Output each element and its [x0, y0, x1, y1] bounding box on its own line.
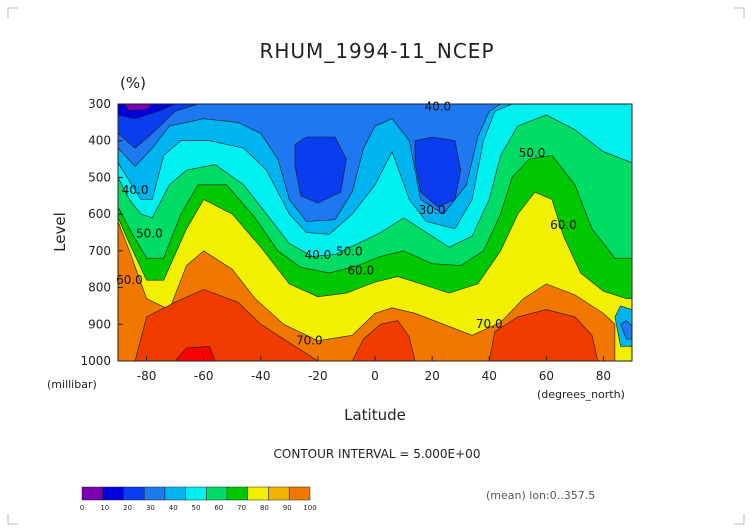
contour-labels: 40.0 50.0 40.0 30.0 60.0 50.0 40.0 50.0 60.0 60.0… — [116, 100, 577, 348]
x-tick-label: -80 — [137, 369, 157, 383]
x-tick-label: 20 — [424, 369, 439, 383]
colorbar-swatch — [102, 486, 124, 501]
colorbar-tick-label: 100 — [303, 504, 316, 512]
colorbar-tick-label: 0 — [80, 504, 84, 512]
colorbar-tick-label: 80 — [260, 504, 269, 512]
colorbar-tick-label: 60 — [214, 504, 223, 512]
contour-label: 70.0 — [296, 333, 323, 347]
x-tick-label: -20 — [308, 369, 328, 383]
humidity-band-11 — [294, 136, 347, 204]
colorbar-swatch — [289, 486, 311, 501]
mean-longitude-note: (mean) lon:0..357.5 — [486, 489, 595, 502]
humidity-band-3 — [488, 309, 599, 361]
humidity-band-2 — [351, 320, 416, 361]
colorbar-tick-label: 70 — [237, 504, 246, 512]
y-unit-label: (millibar) — [47, 378, 97, 391]
y-axis-title: Level — [51, 212, 69, 252]
colorbar-swatch — [143, 486, 166, 501]
x-tick-label: -60 — [194, 369, 214, 383]
colorbar: 0 10 20 30 40 50 60 70 80 90 100 — [80, 486, 317, 512]
colorbar-tick-label: 90 — [283, 504, 292, 512]
y-tick-label: 800 — [88, 281, 111, 295]
colorbar-swatch — [185, 486, 207, 501]
contour-label: 40.0 — [424, 100, 451, 114]
y-tick-label: 400 — [88, 134, 111, 148]
humidity-band-14 — [123, 104, 153, 111]
contour-interval-note: CONTOUR INTERVAL = 5.000E+00 — [274, 447, 481, 461]
colorbar-swatch — [268, 486, 290, 501]
contour-label: 40.0 — [122, 183, 149, 197]
y-tick-label: 700 — [88, 244, 111, 258]
humidity-band-1 — [134, 289, 319, 361]
contour-label: 50.0 — [336, 244, 363, 258]
contour-label: 40.0 — [305, 248, 332, 262]
colorbar-tick-label: 50 — [192, 504, 201, 512]
x-tick-label: 80 — [596, 369, 611, 383]
humidity-band-8 — [118, 104, 632, 235]
x-tick-label: 60 — [539, 369, 554, 383]
contour-label: 60.0 — [347, 264, 374, 278]
contour-label: 70.0 — [476, 317, 503, 331]
x-axis: -80 -60 -40 -20 0 20 40 60 80 — [137, 356, 611, 383]
y-tick-label: 500 — [88, 170, 111, 184]
y-tick-label: 900 — [88, 317, 111, 331]
contour-label: 30.0 — [419, 203, 446, 217]
colorbar-swatch — [123, 486, 145, 501]
units-label: (%) — [120, 74, 146, 92]
contour-label: 60.0 — [550, 218, 577, 232]
colorbar-tick-label: 20 — [123, 504, 132, 512]
colorbar-swatch — [164, 486, 186, 501]
plot-area — [118, 104, 632, 361]
contour-label: 50.0 — [519, 146, 546, 160]
x-unit-label: (degrees_north) — [537, 388, 625, 401]
humidity-band-16 — [620, 320, 632, 340]
x-tick-label: -40 — [251, 369, 271, 383]
colorbar-swatch — [247, 486, 269, 501]
colorbar-swatch — [226, 486, 249, 501]
humidity-band-4 — [174, 345, 216, 361]
colorbar-tick-label: 10 — [100, 504, 109, 512]
y-tick-label: 600 — [88, 207, 111, 221]
chart-title: RHUM_1994-11_NCEP — [259, 39, 494, 63]
y-axis: 300 400 500 600 700 800 900 1000 — [80, 97, 123, 368]
corner-marks — [7, 7, 745, 525]
contour-label: 50.0 — [136, 226, 163, 240]
x-tick-label: 40 — [482, 369, 497, 383]
colorbar-swatch — [206, 486, 228, 501]
contour-label: 60.0 — [116, 273, 143, 287]
y-tick-label: 1000 — [80, 354, 111, 368]
colorbar-swatch — [81, 486, 103, 501]
humidity-band-12 — [414, 136, 462, 208]
colorbar-tick-label: 30 — [146, 504, 155, 512]
colorbar-tick-label: 40 — [169, 504, 178, 512]
y-tick-label: 300 — [88, 97, 111, 111]
x-tick-label: 0 — [371, 369, 379, 383]
x-axis-title: Latitude — [344, 406, 406, 424]
